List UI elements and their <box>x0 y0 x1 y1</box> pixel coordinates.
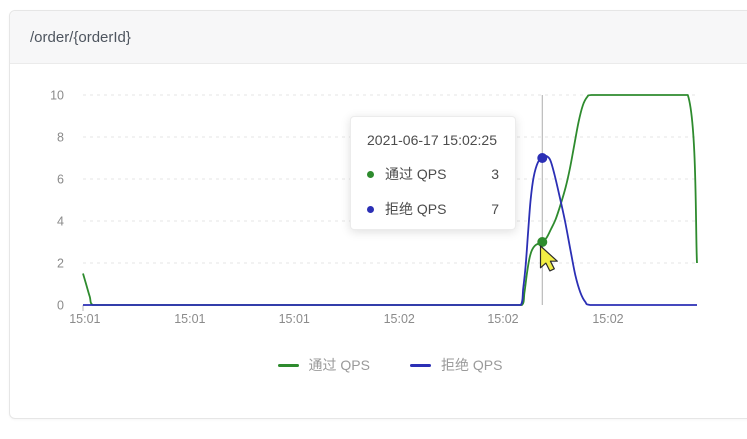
pass-series-dot-icon <box>367 170 374 178</box>
tooltip-label-block: 拒绝 QPS <box>385 201 447 217</box>
tooltip-label-pass: 通过 QPS <box>385 166 447 182</box>
tooltip-value-pass: 3 <box>491 166 499 182</box>
chart-legend: 通过 QPS 拒绝 QPS <box>83 353 697 377</box>
tooltip-datetime: 2021-06-17 15:02:25 <box>367 132 497 148</box>
legend-label-pass-qps: 通过 QPS <box>308 357 370 373</box>
pass-series-dash-icon <box>277 363 299 367</box>
tooltip-row-pass: 通过 QPS 3 <box>367 164 499 184</box>
chart-tooltip: 2021-06-17 15:02:25 通过 QPS 3 拒绝 QPS 7 <box>350 116 516 230</box>
legend-label-block-qps: 拒绝 QPS <box>441 357 503 373</box>
card-header: /order/{orderId} <box>10 11 747 64</box>
block-series-dot-icon <box>367 205 374 213</box>
tooltip-value-block: 7 <box>491 201 499 217</box>
legend-item-pass-qps[interactable]: 通过 QPS <box>277 355 370 375</box>
endpoint-title: /order/{orderId} <box>30 28 131 46</box>
tooltip-row-block: 拒绝 QPS 7 <box>367 199 499 219</box>
legend-item-block-qps[interactable]: 拒绝 QPS <box>410 355 502 375</box>
block-series-dash-icon <box>410 363 431 367</box>
